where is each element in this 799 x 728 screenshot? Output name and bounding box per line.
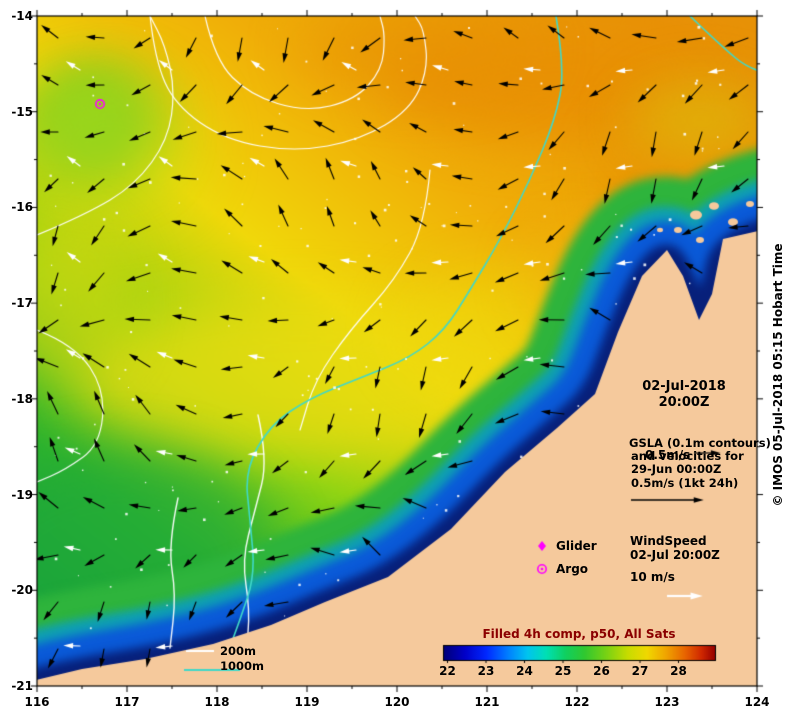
gsla-caption-line3: 29-Jun 00:00Z <box>631 462 722 476</box>
lon-tick-label: 119 <box>294 695 320 709</box>
colorbar-tick-label: 24 <box>516 664 533 678</box>
lon-tick-label: 124 <box>744 695 770 709</box>
valid-date-label: 02-Jul-2018 <box>642 379 726 394</box>
lat-tick-label: -19 <box>11 487 33 502</box>
glider-legend-label: Glider <box>556 539 597 553</box>
lon-tick-label: 121 <box>474 695 500 709</box>
colorbar-tick-label: 28 <box>670 664 687 678</box>
lat-tick-label: -18 <box>11 391 33 406</box>
imos-watermark: © IMOS 05-Jul-2018 05:15 Hobart Time <box>771 243 785 507</box>
lat-tick-label: -17 <box>11 296 33 311</box>
lon-tick-label: 118 <box>204 695 230 709</box>
colorbar-title: Filled 4h comp, p50, All Sats <box>482 627 676 641</box>
lon-tick-label: 117 <box>114 695 140 709</box>
gsla-scale-overlay: 0.5m/s <box>645 448 691 462</box>
colorbar-tick-label: 25 <box>554 664 572 678</box>
gsla-caption-line2: and velocities for <box>631 449 744 463</box>
windspeed-title: WindSpeed <box>630 534 707 548</box>
gsla-scale-label: 0.5m/s (1kt 24h) <box>631 476 739 490</box>
colorbar-tick-label: 22 <box>439 664 456 678</box>
valid-time-label: 20:00Z <box>658 395 710 410</box>
lon-tick-label: 122 <box>564 695 590 709</box>
argo-legend-label: Argo <box>556 562 589 576</box>
colorbar-tick-label: 26 <box>593 664 610 678</box>
lon-tick-label: 123 <box>654 695 680 709</box>
lat-tick-label: -16 <box>11 200 33 215</box>
windspeed-datetime: 02-Jul 20:00Z <box>630 548 720 562</box>
lon-tick-label: 116 <box>24 695 50 709</box>
lat-tick-label: -15 <box>11 104 33 119</box>
windspeed-scale-label: 10 m/s <box>630 570 675 584</box>
lon-tick-label: 120 <box>384 695 410 709</box>
lat-tick-label: -21 <box>11 679 33 693</box>
lat-tick-label: -14 <box>11 9 33 23</box>
isobath-1000m-label: 1000m <box>220 659 264 673</box>
colorbar-tick-label: 23 <box>477 664 495 678</box>
colorbar-tick-label: 27 <box>631 664 649 678</box>
isobath-200m-label: 200m <box>220 644 256 658</box>
lat-tick-label: -20 <box>11 583 33 598</box>
gsla-caption-line1: GSLA (0.1m contours) <box>629 436 771 450</box>
